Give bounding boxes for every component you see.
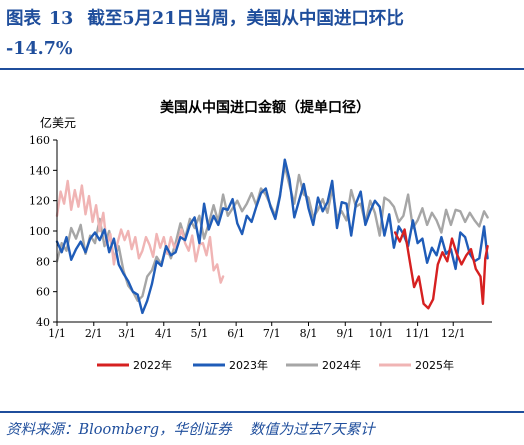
data-note: 数值为过去7天累计 bbox=[249, 422, 375, 438]
y-tick-label: 140 bbox=[29, 164, 50, 177]
x-tick-label: 5/1 bbox=[191, 327, 209, 340]
header-rule bbox=[0, 68, 524, 70]
legend-label: 2024年 bbox=[322, 358, 361, 372]
series-line bbox=[55, 158, 489, 315]
source-note: 资料来源：Bloomberg，华创证券 数值为过去7天累计 bbox=[6, 418, 393, 439]
x-tick-label: 4/1 bbox=[155, 327, 173, 340]
legend-label: 2023年 bbox=[229, 358, 268, 372]
chart-title: 美国从中国进口金额（提单口径） bbox=[160, 99, 370, 116]
figure-title: 截至5月21日当周，美国从中国进口环比 bbox=[87, 9, 404, 29]
x-tick-label: 3/1 bbox=[118, 327, 136, 340]
x-tick-label: 8/1 bbox=[300, 327, 318, 340]
figure-label: 图表 bbox=[6, 9, 41, 29]
source-text: 资料来源：Bloomberg，华创证券 bbox=[6, 422, 232, 438]
y-axis-unit-label: 亿美元 bbox=[40, 115, 76, 130]
x-tick-label: 11/1 bbox=[405, 327, 430, 340]
y-tick-label: 120 bbox=[29, 195, 50, 208]
x-tick-label: 9/1 bbox=[336, 327, 354, 340]
x-tick-label: 1/1 bbox=[48, 327, 66, 340]
x-tick-label: 12/1 bbox=[441, 327, 466, 340]
figure-title-line-2: -14.7% bbox=[6, 39, 73, 59]
line-chart: 美国从中国进口金额（提单口径） 亿美元 40 60 80 100 120 140 160 1… bbox=[29, 99, 492, 372]
x-tick-label: 6/1 bbox=[227, 327, 245, 340]
x-axis: 1/1 2/1 3/1 4/1 5/1 6/1 7/1 8/1 9/1 10/1 11/1 12/1 bbox=[48, 322, 466, 340]
figure-title-line-1: 图表 13 截至5月21日当周，美国从中国进口环比 bbox=[6, 4, 518, 34]
x-tick-label: 7/1 bbox=[263, 327, 281, 340]
y-tick-label: 160 bbox=[29, 134, 50, 147]
y-tick-label: 60 bbox=[36, 286, 50, 299]
series-line bbox=[55, 179, 225, 284]
figure-number: 13 bbox=[49, 9, 74, 29]
legend-label: 2022年 bbox=[133, 358, 172, 372]
y-tick-label: 40 bbox=[36, 316, 50, 329]
legend-label: 2025年 bbox=[415, 358, 454, 372]
series-layer bbox=[55, 158, 489, 315]
y-axis: 40 60 80 100 120 140 160 bbox=[29, 134, 57, 329]
figure-header: 图表 13 截至5月21日当周，美国从中国进口环比 -14.7% bbox=[6, 4, 518, 64]
y-tick-label: 100 bbox=[29, 225, 50, 238]
x-tick-label: 2/1 bbox=[85, 327, 103, 340]
legend: 2022年 2023年 2024年 2025年 bbox=[97, 358, 454, 372]
series-line bbox=[393, 228, 489, 310]
footer-rule bbox=[0, 411, 524, 413]
y-tick-label: 80 bbox=[36, 255, 50, 268]
x-tick-label: 10/1 bbox=[369, 327, 394, 340]
